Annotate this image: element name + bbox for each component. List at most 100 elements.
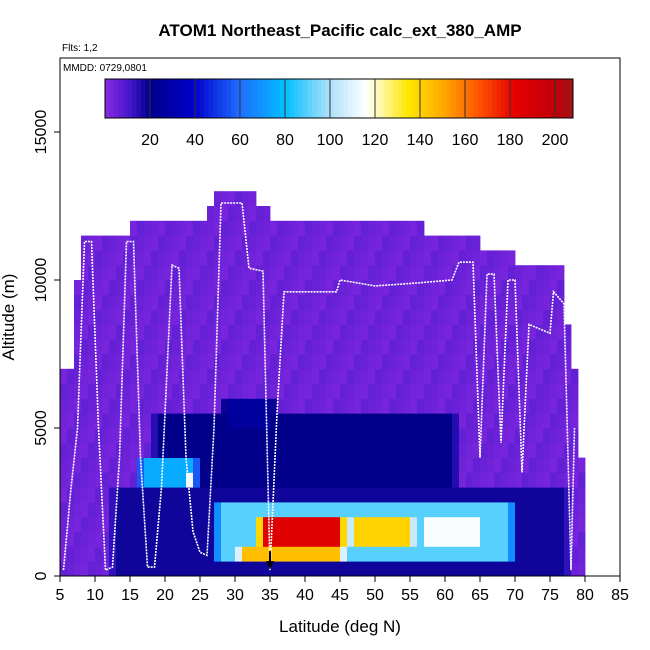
heatmap-cell bbox=[207, 457, 215, 473]
heatmap-cell bbox=[130, 487, 138, 503]
heatmap-cell bbox=[228, 191, 236, 207]
heatmap-cell bbox=[186, 235, 194, 251]
heatmap-cell bbox=[445, 413, 453, 429]
heatmap-cell bbox=[480, 280, 488, 296]
heatmap-cell bbox=[508, 265, 516, 281]
heatmap-cell bbox=[200, 220, 208, 236]
heatmap-cell bbox=[382, 280, 390, 296]
heatmap-cell bbox=[354, 398, 362, 414]
heatmap-cell bbox=[417, 235, 425, 251]
colorbar-segment bbox=[366, 79, 371, 118]
heatmap-cell bbox=[200, 235, 208, 251]
heatmap-cell bbox=[550, 472, 558, 488]
heatmap-cell bbox=[193, 368, 201, 384]
heatmap-cell bbox=[431, 383, 439, 399]
colorbar-segment bbox=[168, 79, 173, 118]
heatmap-cell bbox=[508, 309, 516, 325]
heatmap-cell bbox=[529, 368, 537, 384]
heatmap-cell bbox=[214, 413, 222, 429]
heatmap-cell bbox=[438, 428, 446, 444]
heatmap-cell bbox=[242, 294, 250, 310]
colorbar-segment bbox=[370, 79, 376, 118]
heatmap-cell bbox=[403, 235, 411, 251]
heatmap-cell bbox=[431, 457, 439, 473]
heatmap-cell bbox=[172, 428, 180, 444]
heatmap-cell bbox=[564, 339, 572, 355]
heatmap-cell bbox=[256, 442, 264, 458]
heatmap-cell bbox=[228, 368, 236, 384]
heatmap-cell bbox=[487, 339, 495, 355]
heatmap-cell bbox=[431, 250, 439, 266]
heatmap-cell bbox=[354, 309, 362, 325]
heatmap-cell bbox=[515, 561, 523, 576]
heatmap-cell bbox=[305, 561, 313, 576]
heatmap-cell bbox=[60, 428, 68, 444]
heatmap-cell bbox=[445, 383, 453, 399]
heatmap-cell bbox=[263, 265, 271, 281]
heatmap-cell bbox=[410, 250, 418, 266]
heatmap-cell bbox=[235, 561, 243, 576]
heatmap-cell bbox=[249, 413, 257, 429]
heatmap-cell bbox=[354, 294, 362, 310]
heatmap-cell bbox=[298, 516, 306, 532]
heatmap-cell bbox=[137, 339, 145, 355]
heatmap-cell bbox=[179, 383, 187, 399]
heatmap-cell bbox=[326, 516, 334, 532]
colorbar-segment bbox=[510, 79, 515, 118]
heatmap-cell bbox=[151, 413, 159, 429]
heatmap-cell bbox=[340, 546, 348, 562]
heatmap-cell bbox=[214, 531, 222, 547]
heatmap-cell bbox=[396, 280, 404, 296]
heatmap-cell bbox=[291, 265, 299, 281]
heatmap-cell bbox=[270, 398, 278, 414]
heatmap-cell bbox=[319, 442, 327, 458]
heatmap-cell bbox=[347, 516, 355, 532]
heatmap-cell bbox=[438, 531, 446, 547]
heatmap-cell bbox=[382, 546, 390, 562]
colorbar-segment bbox=[289, 79, 295, 118]
heatmap-cell bbox=[130, 546, 138, 562]
heatmap-cell bbox=[179, 472, 187, 488]
heatmap-cell bbox=[291, 442, 299, 458]
heatmap-cell bbox=[95, 457, 103, 473]
heatmap-cell bbox=[277, 457, 285, 473]
heatmap-cell bbox=[403, 368, 411, 384]
heatmap-cell bbox=[60, 413, 68, 429]
heatmap-cell bbox=[144, 531, 152, 547]
heatmap-cell bbox=[319, 502, 327, 518]
colorbar-segment bbox=[163, 79, 169, 118]
heatmap-cell bbox=[333, 280, 341, 296]
heatmap-cell bbox=[508, 413, 516, 429]
heatmap-cell bbox=[319, 487, 327, 503]
heatmap-cell bbox=[130, 516, 138, 532]
heatmap-cell bbox=[95, 383, 103, 399]
heatmap-cell bbox=[326, 324, 334, 340]
heatmap-cell bbox=[179, 531, 187, 547]
heatmap-cell bbox=[221, 502, 229, 518]
heatmap-cell bbox=[368, 413, 376, 429]
heatmap-cell bbox=[347, 235, 355, 251]
heatmap-cell bbox=[207, 339, 215, 355]
heatmap-cell bbox=[333, 383, 341, 399]
heatmap-cell bbox=[130, 250, 138, 266]
heatmap-cell bbox=[242, 487, 250, 503]
heatmap-cell bbox=[431, 280, 439, 296]
heatmap-cell bbox=[235, 546, 243, 562]
heatmap-cell bbox=[375, 339, 383, 355]
heatmap-cell bbox=[431, 442, 439, 458]
heatmap-cell bbox=[564, 368, 572, 384]
heatmap-cell bbox=[249, 546, 257, 562]
heatmap-cell bbox=[277, 428, 285, 444]
heatmap-cell bbox=[158, 383, 166, 399]
heatmap-cell bbox=[431, 324, 439, 340]
heatmap-cell bbox=[277, 354, 285, 370]
heatmap-cell bbox=[473, 546, 481, 562]
colorbar-tick-label: 40 bbox=[186, 132, 204, 149]
colorbar-segment bbox=[505, 79, 511, 118]
heatmap-cell bbox=[487, 502, 495, 518]
heatmap-cell bbox=[284, 516, 292, 532]
heatmap-cell bbox=[221, 250, 229, 266]
heatmap-cell bbox=[417, 309, 425, 325]
heatmap-cell bbox=[130, 442, 138, 458]
heatmap-cell bbox=[116, 265, 124, 281]
